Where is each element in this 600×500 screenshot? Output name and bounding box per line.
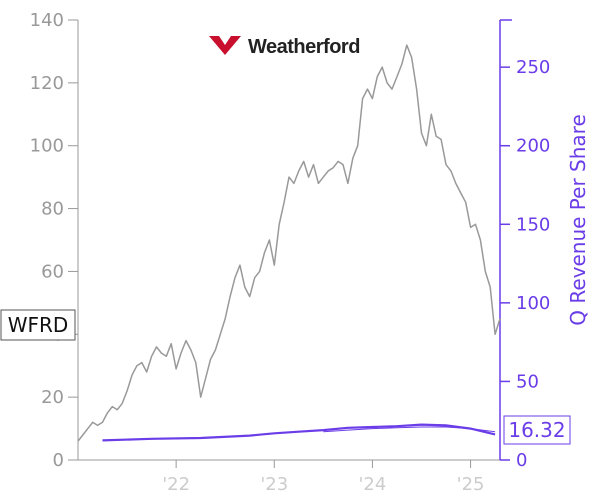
label-group: WFRD 16.32 <box>0 309 571 445</box>
right-tick-label: 0 <box>516 450 527 471</box>
left-tick-label: 100 <box>30 136 64 157</box>
left-tick-label: 140 <box>30 10 64 31</box>
company-logo: Weatherford <box>209 36 360 58</box>
left-tick-label: 60 <box>41 261 64 282</box>
left-tick-label: 120 <box>30 73 64 94</box>
logo-text: Weatherford <box>248 36 360 58</box>
current-value-box <box>503 415 571 445</box>
axes: 020406080100120140'22'23'24'250501001502… <box>30 10 590 495</box>
right-axis-title: Q Revenue Per Share <box>566 114 590 326</box>
logo-mark-icon <box>209 36 241 55</box>
series-group <box>77 44 501 442</box>
logo-chevron-shape <box>209 36 241 55</box>
x-tick-label: '22 <box>162 474 190 495</box>
x-tick-label: '24 <box>358 474 386 495</box>
price-series-line <box>77 44 501 442</box>
logo-chevron-notch <box>219 36 231 45</box>
x-tick-label: '23 <box>260 474 288 495</box>
left-tick-label: 20 <box>41 387 64 408</box>
revenue-series-line <box>323 426 496 433</box>
revenue-series-line <box>102 423 496 442</box>
right-tick-label: 150 <box>516 214 550 235</box>
x-tick-label: '25 <box>457 474 485 495</box>
right-tick-label: 250 <box>516 57 550 78</box>
current-value-label: 16.32 <box>508 418 565 442</box>
left-tick-label: 0 <box>53 450 64 471</box>
ticker-label: WFRD <box>8 313 69 337</box>
right-tick-label: 200 <box>516 136 550 157</box>
ticker-label-box <box>0 309 76 341</box>
left-tick-label: 80 <box>41 199 64 220</box>
right-tick-label: 50 <box>516 371 539 392</box>
right-tick-label: 100 <box>516 293 550 314</box>
